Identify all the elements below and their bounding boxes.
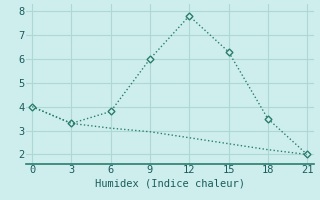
- X-axis label: Humidex (Indice chaleur): Humidex (Indice chaleur): [95, 178, 244, 188]
